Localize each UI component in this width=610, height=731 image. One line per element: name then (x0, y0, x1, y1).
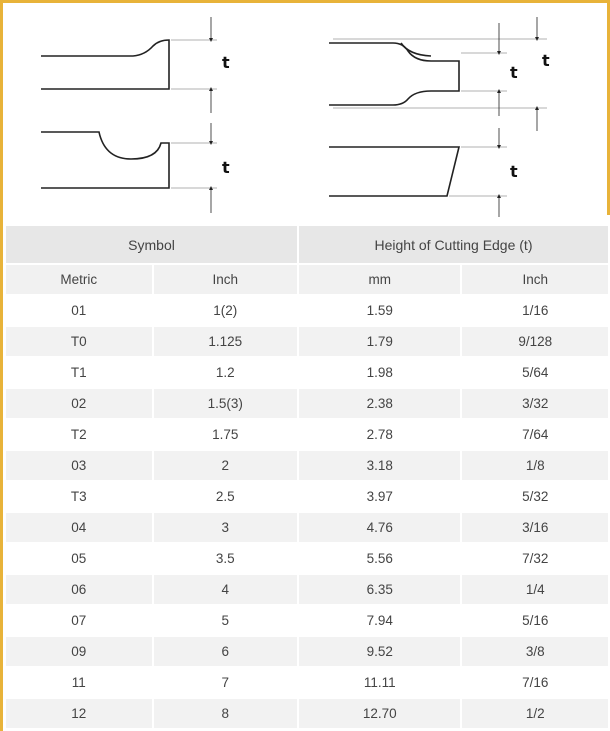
table-group-header-row: Symbol Height of Cutting Edge (t) (6, 226, 610, 265)
subheader-inch: Inch (153, 265, 300, 296)
cell-inch: 4 (153, 575, 300, 606)
accent-border-right (607, 0, 610, 215)
cell-mm: 7.94 (299, 606, 463, 637)
cell-inch: 8 (153, 699, 300, 730)
cell-metric: T3 (6, 482, 154, 513)
cell-mm: 2.78 (299, 420, 463, 451)
table-row: 01 1(2) 1.59 1/16 (6, 296, 610, 327)
cell-inch: 5 (153, 606, 300, 637)
table-row: 02 1.5(3) 2.38 3/32 (6, 389, 610, 420)
cell-metric: 06 (6, 575, 154, 606)
table-row: 11 7 11.11 7/16 (6, 668, 610, 699)
header-symbol: Symbol (6, 226, 300, 265)
table-row: 12 8 12.70 1/2 (6, 699, 610, 730)
cell-inch-fraction: 5/64 (462, 358, 610, 389)
accent-border-top (0, 0, 610, 3)
cell-metric: T0 (6, 327, 154, 358)
cell-inch-fraction: 3/32 (462, 389, 610, 420)
table-row: 07 5 7.94 5/16 (6, 606, 610, 637)
cell-metric: 11 (6, 668, 154, 699)
table-row: 09 6 9.52 3/8 (6, 637, 610, 668)
cell-inch: 3.5 (153, 544, 300, 575)
cell-inch: 6 (153, 637, 300, 668)
profile-angled-edge (329, 146, 461, 197)
profile-angled-edge-dimension (449, 128, 507, 217)
cell-mm: 3.97 (299, 482, 463, 513)
table-row: T1 1.2 1.98 5/64 (6, 358, 610, 389)
table-row: T2 1.75 2.78 7/64 (6, 420, 610, 451)
cell-mm: 4.76 (299, 513, 463, 544)
subheader-inch-fraction: Inch (462, 265, 610, 296)
cell-mm: 6.35 (299, 575, 463, 606)
cell-mm: 5.56 (299, 544, 463, 575)
cell-metric: T1 (6, 358, 154, 389)
cell-metric: 03 (6, 451, 154, 482)
cell-metric: 07 (6, 606, 154, 637)
cell-inch-fraction: 1/8 (462, 451, 610, 482)
cell-inch-fraction: 7/32 (462, 544, 610, 575)
cell-metric: 02 (6, 389, 154, 420)
profile-double-groove-dimension (333, 17, 547, 131)
profile-double-groove (329, 42, 460, 106)
cell-inch-fraction: 9/128 (462, 327, 610, 358)
cell-inch: 1(2) (153, 296, 300, 327)
subheader-metric: Metric (6, 265, 154, 296)
profile-round-groove-t-label: t (222, 158, 230, 177)
cell-metric: T2 (6, 420, 154, 451)
cell-mm: 1.59 (299, 296, 463, 327)
header-height-of-cutting-edge: Height of Cutting Edge (t) (299, 226, 610, 265)
cell-mm: 1.98 (299, 358, 463, 389)
cutting-edge-diagram-svg: t t t (41, 17, 550, 217)
cell-metric: 09 (6, 637, 154, 668)
cell-mm: 2.38 (299, 389, 463, 420)
table-row: T0 1.125 1.79 9/128 (6, 327, 610, 358)
cutting-edge-height-table: Symbol Height of Cutting Edge (t) Metric… (6, 226, 610, 730)
profile-chamfer (41, 39, 170, 90)
cell-inch-fraction: 5/16 (462, 606, 610, 637)
cell-inch-fraction: 3/16 (462, 513, 610, 544)
cell-metric: 12 (6, 699, 154, 730)
table-row: 04 3 4.76 3/16 (6, 513, 610, 544)
cell-inch-fraction: 7/16 (462, 668, 610, 699)
profile-round-groove (41, 131, 170, 189)
cell-inch: 7 (153, 668, 300, 699)
profile-double-groove-t-label-outer: t (542, 51, 550, 70)
subheader-mm: mm (299, 265, 463, 296)
cell-inch: 3 (153, 513, 300, 544)
cell-metric: 01 (6, 296, 154, 327)
cell-mm: 12.70 (299, 699, 463, 730)
table-row: T3 2.5 3.97 5/32 (6, 482, 610, 513)
table-sub-header-row: Metric Inch mm Inch (6, 265, 610, 296)
profile-chamfer-dimension (171, 17, 217, 113)
table-row: 06 4 6.35 1/4 (6, 575, 610, 606)
cell-mm: 11.11 (299, 668, 463, 699)
table-row: 05 3.5 5.56 7/32 (6, 544, 610, 575)
cell-mm: 1.79 (299, 327, 463, 358)
table-row: 03 2 3.18 1/8 (6, 451, 610, 482)
cell-inch: 1.125 (153, 327, 300, 358)
cell-metric: 04 (6, 513, 154, 544)
cell-inch-fraction: 1/16 (462, 296, 610, 327)
cell-mm: 3.18 (299, 451, 463, 482)
profile-chamfer-t-label: t (222, 53, 230, 72)
cell-inch: 1.75 (153, 420, 300, 451)
cell-inch: 1.2 (153, 358, 300, 389)
cell-inch-fraction: 7/64 (462, 420, 610, 451)
cell-inch-fraction: 3/8 (462, 637, 610, 668)
cell-inch-fraction: 1/4 (462, 575, 610, 606)
cell-inch: 2.5 (153, 482, 300, 513)
cell-inch: 2 (153, 451, 300, 482)
profile-double-groove-t-label-inner: t (510, 63, 518, 82)
cell-inch-fraction: 5/32 (462, 482, 610, 513)
cutting-edge-diagram: t t t (3, 3, 607, 225)
profile-angled-edge-t-label: t (510, 162, 518, 181)
profile-round-groove-dimension (171, 123, 217, 213)
accent-border-left (0, 0, 3, 731)
cell-inch-fraction: 1/2 (462, 699, 610, 730)
cell-metric: 05 (6, 544, 154, 575)
cell-mm: 9.52 (299, 637, 463, 668)
cell-inch: 1.5(3) (153, 389, 300, 420)
